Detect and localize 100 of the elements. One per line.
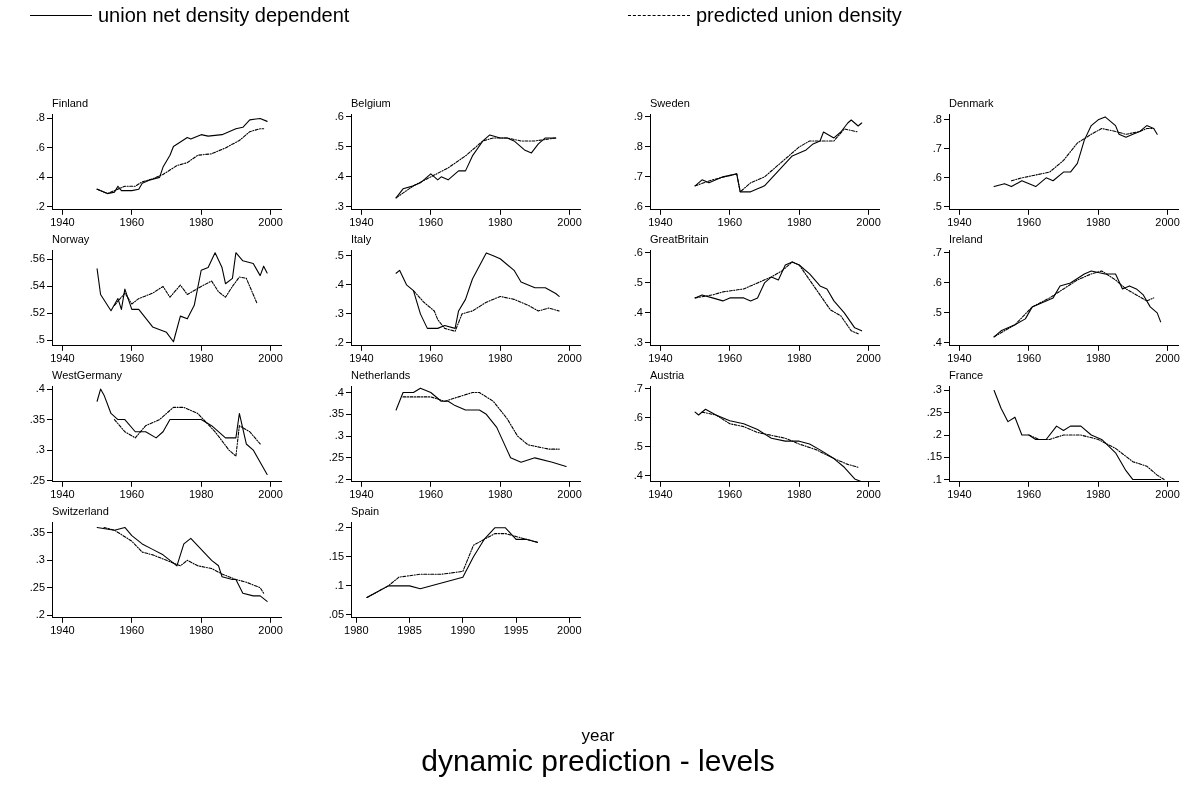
x-tick-label: 1980: [1085, 352, 1111, 365]
y-tick-label: .2: [334, 472, 344, 485]
x-tick-label: 2000: [557, 624, 582, 637]
chart-title: Austria: [650, 368, 686, 381]
line-series: [402, 391, 560, 450]
y-tick-label: .52: [29, 306, 45, 319]
y-tick-label: .2: [35, 199, 45, 212]
chart-title: GreatBritain: [650, 232, 709, 245]
x-tick-label: 1960: [119, 216, 145, 229]
y-tick-label: .5: [932, 305, 942, 318]
chart-title: Ireland: [949, 232, 983, 245]
y-tick-label: .4: [633, 469, 643, 482]
x-tick-label: 1980: [487, 216, 513, 229]
y-tick-label: .5: [334, 139, 344, 152]
x-tick-label: 1990: [450, 624, 476, 637]
y-tick-label: .35: [328, 407, 344, 420]
x-tick-label: 2000: [557, 352, 582, 365]
x-tick-label: 1960: [119, 624, 145, 637]
line-series: [701, 411, 859, 468]
x-tick-label: 1985: [397, 624, 422, 637]
x-tick-label: 1940: [648, 216, 673, 229]
text: dynamic prediction - levels: [420, 744, 776, 778]
x-tick-label: 1960: [1016, 352, 1042, 365]
line-series: [1010, 127, 1155, 182]
x-tick-label: 1960: [717, 352, 743, 365]
y-tick-label: .7: [932, 246, 942, 259]
y-tick-label: .8: [35, 111, 45, 124]
x-tick-label: 1980: [344, 624, 369, 637]
y-tick-label: .3: [35, 553, 45, 566]
y-tick-label: .1: [932, 472, 942, 485]
x-tick-label: 2000: [258, 624, 283, 637]
y-tick-label: .3: [334, 306, 344, 319]
y-tick-label: .4: [35, 382, 45, 395]
x-tick-label: 2000: [258, 488, 283, 501]
x-tick-label: 2000: [1155, 216, 1180, 229]
y-tick-label: .4: [633, 305, 643, 318]
x-tick-label: 1980: [188, 624, 214, 637]
y-tick-label: .8: [932, 112, 942, 125]
x-tick-label: 2000: [856, 216, 881, 229]
line-series: [113, 276, 258, 306]
x-tick-label: 1980: [487, 488, 513, 501]
chart-title: Belgium: [351, 96, 391, 109]
chart-title: Denmark: [949, 96, 995, 109]
x-tick-label: 1940: [947, 488, 972, 501]
y-tick-label: .25: [328, 450, 344, 463]
legend-label: union net density dependent: [98, 4, 350, 27]
y-tick-label: .2: [35, 608, 45, 621]
y-tick-label: .7: [633, 169, 643, 182]
x-tick-label: 1940: [648, 488, 673, 501]
x-tick-label: 1980: [487, 352, 513, 365]
y-tick-label: .5: [633, 439, 643, 452]
y-tick-label: .25: [29, 580, 45, 593]
y-tick-label: .15: [328, 549, 344, 562]
y-tick-label: .54: [29, 279, 45, 292]
y-tick-label: .35: [29, 525, 45, 538]
y-tick-label: .6: [932, 170, 942, 183]
x-tick-label: 1960: [418, 488, 444, 501]
y-tick-label: .3: [35, 443, 45, 456]
y-tick-label: .5: [35, 333, 45, 346]
y-tick-label: .2: [932, 428, 942, 441]
y-tick-label: .15: [926, 450, 942, 463]
x-tick-label: 1980: [1085, 488, 1111, 501]
x-tick-label: 2000: [557, 488, 582, 501]
x-tick-label: 2000: [856, 352, 881, 365]
x-tick-label: 1940: [50, 488, 75, 501]
y-tick-label: .35: [29, 412, 45, 425]
chart-title: Norway: [52, 232, 90, 245]
y-tick-label: .6: [334, 110, 344, 123]
x-tick-label: 2000: [856, 488, 881, 501]
x-tick-label: 1960: [119, 352, 145, 365]
x-tick-label: 1980: [188, 488, 214, 501]
x-tick-label: 1960: [418, 352, 444, 365]
x-tick-label: 1940: [947, 216, 972, 229]
x-tick-label: 1960: [1016, 488, 1042, 501]
x-tick-label: 1980: [1085, 216, 1111, 229]
x-tick-label: 1980: [786, 488, 812, 501]
y-tick-label: .6: [633, 199, 643, 212]
y-tick-label: .7: [932, 141, 942, 154]
chart-title: Netherlands: [351, 368, 411, 381]
chart-title: Finland: [52, 96, 89, 109]
legend-label: predicted union density: [696, 4, 902, 27]
x-tick-label: 2000: [258, 352, 283, 365]
y-tick-label: .6: [35, 140, 45, 153]
y-tick-label: .25: [926, 405, 942, 418]
x-tick-label: 2000: [1155, 352, 1180, 365]
y-tick-label: .05: [328, 607, 344, 620]
y-tick-label: .4: [334, 169, 344, 182]
x-tick-label: 1960: [1016, 216, 1042, 229]
x-tick-label: 1940: [50, 352, 75, 365]
x-tick-label: 1940: [349, 488, 374, 501]
y-tick-label: .6: [932, 275, 942, 288]
x-tick-label: 1995: [503, 624, 529, 637]
y-tick-label: .2: [334, 335, 344, 348]
x-tick-label: 1980: [188, 352, 214, 365]
text: year: [580, 726, 616, 746]
y-tick-label: .1: [334, 578, 344, 591]
x-tick-label: 2000: [557, 216, 582, 229]
x-tick-label: 1960: [717, 488, 743, 501]
y-tick-label: .6: [633, 410, 643, 423]
chart-title: Spain: [351, 504, 380, 517]
